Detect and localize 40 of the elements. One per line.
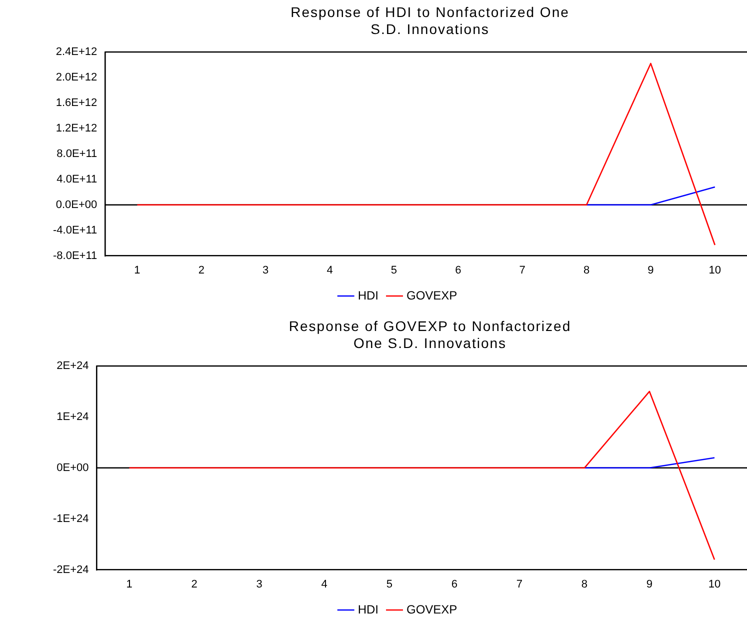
x-tick-label: 2 — [198, 264, 204, 276]
legend-label: GOVEXP — [406, 288, 458, 302]
x-tick-label: 8 — [583, 264, 590, 276]
x-tick-label: 7 — [516, 578, 522, 590]
x-tick-label: 9 — [648, 264, 654, 276]
x-tick-label: 4 — [326, 264, 333, 276]
x-tick-label: 4 — [321, 578, 328, 590]
chart-title: Response of HDI to Nonfactorized One S.D. Innovations — [290, 4, 570, 38]
y-tick-label: -1E+24 — [52, 512, 89, 525]
x-tick-label: 9 — [646, 578, 653, 590]
legend-label: HDI — [358, 288, 378, 302]
y-tick-label: 2.4E+12 — [56, 46, 98, 58]
chart-title: Response of GOVEXP to Nonfactorized One S.D. Innovations — [288, 318, 572, 352]
y-tick-label: 4.0E+11 — [56, 173, 98, 186]
y-tick-label: 1.2E+12 — [56, 122, 98, 134]
legend-label: HDI — [358, 602, 378, 616]
x-tick-label: 10 — [708, 578, 721, 590]
y-tick-label: 2.0E+12 — [56, 72, 98, 84]
y-tick-label: 2E+24 — [56, 360, 89, 372]
x-tick-label: 7 — [519, 264, 526, 276]
y-tick-label: 1E+24 — [56, 410, 89, 423]
y-tick-label: 0E+00 — [56, 462, 89, 474]
x-tick-label: 3 — [262, 264, 269, 276]
y-tick-label: 1.6E+12 — [56, 96, 98, 109]
y-tick-label: 0.0E+00 — [56, 198, 98, 211]
x-tick-label: 8 — [581, 578, 588, 590]
y-tick-label: -8.0E+11 — [52, 250, 98, 262]
x-tick-label: 5 — [386, 578, 392, 590]
x-tick-label: 1 — [126, 578, 132, 590]
x-tick-label: 6 — [451, 578, 458, 590]
x-tick-label: 3 — [256, 578, 262, 590]
x-tick-label: 5 — [390, 264, 398, 276]
y-tick-label: 8.0E+11 — [56, 148, 98, 160]
x-tick-label: 2 — [191, 578, 198, 590]
legend-label: GOVEXP — [406, 602, 458, 616]
x-tick-label: 6 — [455, 264, 462, 276]
y-tick-label: -4.0E+11 — [52, 224, 98, 236]
x-tick-label: 10 — [708, 264, 722, 276]
y-tick-label: -2E+24 — [52, 564, 89, 576]
x-tick-label: 1 — [134, 264, 140, 276]
